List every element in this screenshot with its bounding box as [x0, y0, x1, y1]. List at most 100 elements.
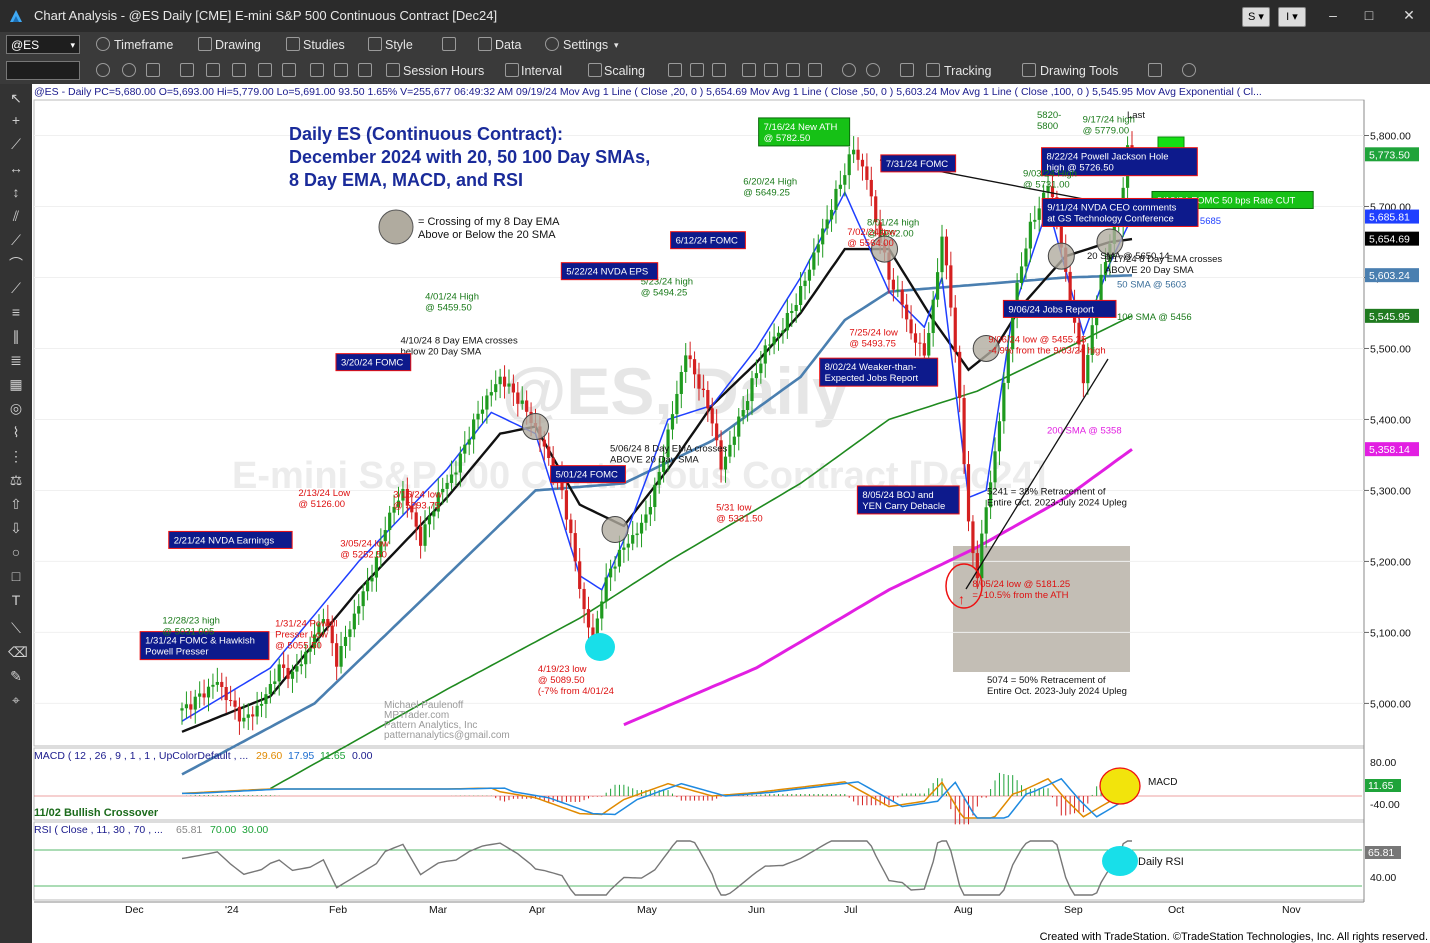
sync-icon[interactable] [122, 63, 136, 77]
zoom-in-icon[interactable] [742, 63, 756, 77]
fib-icon[interactable]: ≣ [10, 352, 22, 368]
print-icon[interactable] [310, 63, 324, 77]
bars-icon-3[interactable] [712, 63, 726, 77]
annotation-text: @ 5459.50 [425, 303, 472, 314]
interval-input[interactable] [6, 61, 80, 80]
scroll-right-icon[interactable] [808, 63, 822, 77]
annotation: 5/23/24 high@ 5494.25 [641, 277, 693, 299]
image-icon[interactable] [334, 63, 348, 77]
export-icon[interactable] [282, 63, 296, 77]
data-menu[interactable]: Data [495, 38, 522, 52]
vertical-line-icon[interactable]: ↕ [12, 184, 20, 200]
arc-icon[interactable]: ⌒ [9, 256, 23, 272]
timeframe-menu[interactable]: Timeframe [114, 38, 174, 52]
maximize-button[interactable]: □ [1364, 7, 1374, 23]
candle-body [304, 651, 308, 665]
palette-icon[interactable] [258, 63, 272, 77]
candle-body [436, 492, 440, 512]
settings-menu[interactable]: Settings [563, 38, 609, 52]
y-tick-label: 5,300.00 [1370, 485, 1411, 497]
grid-icon[interactable] [206, 63, 220, 77]
chat-icon[interactable] [1182, 63, 1196, 77]
close-button[interactable]: ✕ [1403, 7, 1415, 23]
drawing-tools-menu[interactable]: Drawing Tools [1040, 64, 1119, 78]
magnifier-minus-icon[interactable] [866, 63, 880, 77]
levels-icon[interactable]: ≡ [11, 304, 21, 320]
candle-body [352, 613, 356, 630]
candle-body [935, 272, 940, 300]
text-icon[interactable]: T [11, 592, 21, 608]
window-icon[interactable] [146, 63, 160, 77]
annotation-text: = -10.5% from the ATH [972, 590, 1068, 601]
link-icon[interactable] [180, 63, 194, 77]
cycles-icon[interactable]: ⌇ [12, 424, 20, 440]
copy-icon[interactable] [232, 63, 246, 77]
annotation: 5/22/24 NVDA EPS [560, 262, 659, 281]
candle-body [1050, 186, 1055, 198]
window-title: Chart Analysis - @ES Daily [CME] E-mini … [34, 8, 498, 23]
candle-body [966, 464, 971, 522]
annotation-text: 4/01/24 High [425, 292, 479, 303]
tracking-grid-icon[interactable] [900, 63, 914, 77]
ema-8-line [181, 190, 1133, 722]
refresh-icon[interactable] [96, 63, 110, 77]
rsi-value-3: 30.00 [242, 824, 268, 836]
layout-icon[interactable] [442, 37, 456, 51]
crosshair-icon[interactable]: + [11, 112, 21, 128]
annotation: 20 SMA @ 5650.14 [1087, 251, 1170, 262]
candle-body [224, 686, 228, 701]
magnifier-icon[interactable] [842, 63, 856, 77]
scroll-left-icon[interactable] [786, 63, 800, 77]
settings-chevron-icon[interactable]: ▾ [614, 40, 619, 50]
annotation-text: 7/31/24 FOMC [886, 159, 948, 170]
annotation-text: @ 5293.75 [393, 500, 440, 511]
tracking-menu[interactable]: Tracking [944, 64, 992, 78]
minimize-button[interactable]: – [1329, 7, 1337, 23]
i-button[interactable]: I ▾ [1278, 7, 1306, 27]
bars-icon-1[interactable] [668, 63, 682, 77]
candle-body [1024, 248, 1028, 267]
y-tick-label: 5,500.00 [1370, 343, 1411, 355]
s-button[interactable]: S ▾ [1242, 7, 1270, 27]
cursor-icon[interactable]: ↖ [10, 90, 22, 106]
bars-icon-2[interactable] [690, 63, 704, 77]
arrow-down-icon[interactable]: ⇩ [10, 520, 22, 536]
grid-tool-icon[interactable]: ▦ [9, 376, 23, 392]
ray-icon[interactable]: ⟋ [11, 232, 21, 248]
ema-cross-marker [601, 515, 629, 543]
camera-icon[interactable] [358, 63, 372, 77]
studies-menu[interactable]: Studies [303, 38, 345, 52]
arrow-up-icon[interactable]: ⇧ [10, 496, 22, 512]
chart-svg[interactable]: @ES - Daily PC=5,680.00 O=5,693.00 Hi=5,… [32, 84, 1430, 919]
interval-menu[interactable]: Interval [521, 64, 562, 78]
annotation-box [1041, 197, 1199, 227]
paint-icon[interactable]: ✎ [10, 668, 22, 684]
channel-icon[interactable]: ⫽ [12, 208, 20, 224]
scaling-menu[interactable]: Scaling [604, 64, 645, 78]
chart-area[interactable]: @ES - Daily PC=5,680.00 O=5,693.00 Hi=5,… [32, 84, 1430, 919]
candle-body [1077, 322, 1081, 345]
gann-icon[interactable]: ⚖ [9, 472, 23, 488]
horizontal-line-icon[interactable]: ↔ [9, 160, 23, 176]
session-hours-menu[interactable]: Session Hours [403, 64, 485, 78]
parallel-lines-icon[interactable]: ∥ [12, 328, 20, 344]
magnet-icon[interactable]: ⌖ [12, 692, 20, 708]
symbol-input[interactable]: @ES ▾ [6, 35, 80, 54]
candle-body [405, 488, 409, 506]
circle-icon[interactable]: ○ [11, 544, 21, 560]
ruler-icon[interactable]: ⟍ [11, 620, 21, 636]
rectangle-icon[interactable]: □ [11, 568, 21, 584]
time-zones-icon[interactable]: ⋮ [9, 448, 23, 464]
drawing-menu[interactable]: Drawing [215, 38, 261, 52]
sma-50-line [181, 274, 1133, 776]
spiral-icon[interactable]: ◎ [9, 400, 23, 416]
style-menu[interactable]: Style [385, 38, 413, 52]
candle-body [476, 413, 480, 420]
date-axis: Dec '24 Feb Mar Apr May Jun Jul Aug Sep Oct Nov [125, 904, 1301, 916]
external-link-icon[interactable] [1148, 63, 1162, 77]
zoom-out-icon[interactable] [764, 63, 778, 77]
eraser-icon[interactable]: ⌫ [8, 644, 28, 660]
trendline-icon[interactable]: ⟋ [11, 136, 21, 152]
annotation-text: 9/19/24 FOMC 50 bps Rate CUT [1157, 195, 1296, 206]
fan-icon[interactable]: ⟋ [11, 280, 21, 296]
